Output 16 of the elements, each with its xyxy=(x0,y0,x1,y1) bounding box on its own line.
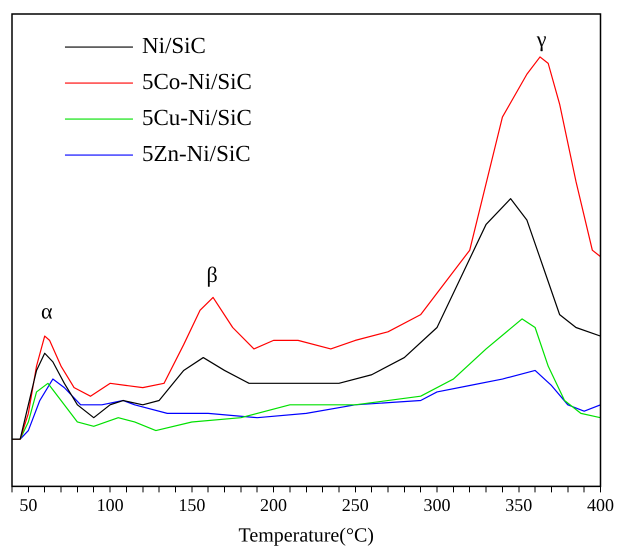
text: γ xyxy=(536,26,547,52)
annotation: α xyxy=(40,298,53,324)
x-tick-label: 300 xyxy=(424,494,451,515)
x-tick-label: 350 xyxy=(505,494,532,515)
legend-label: 5Co-Ni/SiC xyxy=(142,69,252,94)
legend-label: 5Zn-Ni/SiC xyxy=(142,141,251,166)
x-axis-title: Temperature(°C) xyxy=(238,524,374,546)
x-tick-label: 400 xyxy=(587,494,614,515)
legend-label: Ni/SiC xyxy=(142,33,206,58)
x-tick-label: 250 xyxy=(342,494,369,515)
x-tick-label: 100 xyxy=(96,494,124,515)
annotation: β xyxy=(206,262,218,287)
legend-label: 5Cu-Ni/SiC xyxy=(142,105,252,130)
x-tick-label: 200 xyxy=(260,494,288,515)
x-tick-label: 50 xyxy=(19,494,38,515)
x-tick-label: 150 xyxy=(178,494,206,515)
